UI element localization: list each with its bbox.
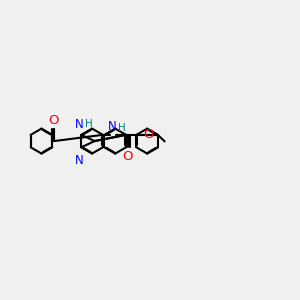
Text: O: O — [143, 128, 154, 141]
Text: N: N — [108, 120, 117, 134]
Text: H: H — [85, 119, 93, 130]
Text: H: H — [118, 123, 125, 134]
Text: O: O — [123, 150, 133, 163]
Text: N: N — [75, 118, 84, 131]
Text: N: N — [75, 154, 84, 167]
Text: O: O — [48, 113, 59, 127]
